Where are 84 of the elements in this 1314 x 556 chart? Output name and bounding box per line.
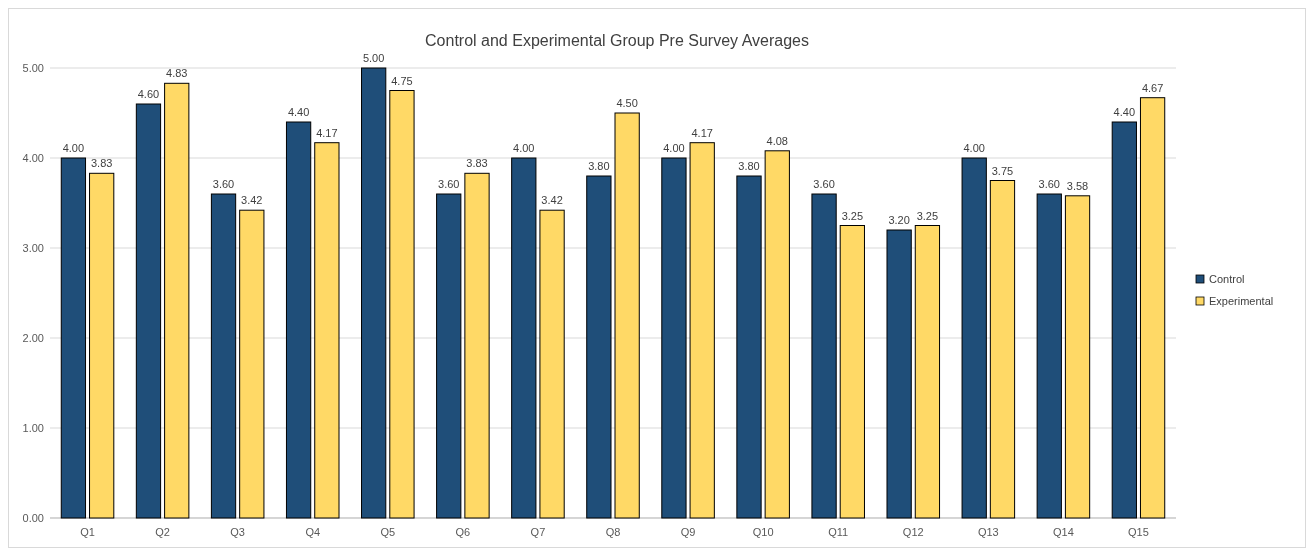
bar — [1139, 97, 1166, 519]
bar — [135, 103, 162, 519]
legend-label: Experimental — [1209, 295, 1274, 307]
bar — [914, 225, 941, 519]
bar — [586, 175, 612, 519]
bar — [1111, 121, 1137, 519]
x-tick-label: Q1 — [80, 526, 95, 538]
bar — [285, 121, 312, 519]
bar — [314, 142, 340, 519]
x-tick-label: Q9 — [680, 526, 696, 538]
y-tick-label: 3.00 — [22, 242, 44, 254]
data-label: 4.08 — [766, 134, 788, 147]
x-tick-label: Q2 — [155, 526, 170, 538]
bar — [614, 112, 640, 519]
bar — [886, 229, 912, 519]
x-tick-label: Q7 — [530, 526, 546, 538]
data-label: 4.17 — [691, 126, 713, 139]
legend-label: Control — [1209, 273, 1245, 285]
data-label: 3.80 — [588, 160, 610, 172]
y-tick-label: 5.00 — [22, 62, 44, 74]
data-label: 4.00 — [663, 142, 685, 154]
data-label: 4.40 — [287, 106, 310, 118]
x-tick-label: Q8 — [605, 526, 621, 538]
data-label: 3.25 — [916, 209, 939, 222]
x-tick-label: Q3 — [230, 526, 246, 538]
data-label: 3.60 — [212, 178, 235, 190]
bar — [764, 150, 790, 519]
y-tick-label: 1.00 — [22, 422, 44, 434]
data-label: 3.83 — [90, 157, 113, 170]
x-tick-label: Q10 — [752, 526, 774, 538]
x-tick-label: Q4 — [305, 526, 321, 538]
data-label: 3.80 — [738, 160, 760, 172]
data-label: 3.60 — [813, 178, 835, 190]
data-label: 3.25 — [841, 209, 864, 222]
data-label: 4.60 — [137, 88, 160, 100]
data-label: 3.75 — [991, 164, 1014, 177]
y-tick-label: 4.00 — [22, 152, 44, 164]
bar — [661, 157, 687, 519]
data-label: 4.75 — [391, 74, 413, 87]
y-tick-label: 2.00 — [22, 332, 44, 344]
bar — [1064, 195, 1091, 519]
data-label: 3.60 — [438, 178, 460, 190]
data-label: 3.83 — [466, 157, 488, 170]
bar — [361, 67, 387, 519]
data-label: 4.67 — [1141, 81, 1164, 94]
data-label: 4.17 — [316, 126, 338, 139]
x-tick-label: Q12 — [902, 526, 924, 538]
bar — [689, 142, 715, 519]
bar — [60, 157, 87, 519]
data-label: 4.40 — [1113, 106, 1136, 118]
x-tick-label: Q15 — [1128, 526, 1149, 538]
x-tick-label: Q5 — [380, 526, 396, 538]
chart-title: Control and Experimental Group Pre Survey Averages — [425, 32, 809, 49]
bar — [389, 90, 415, 519]
data-label: 4.00 — [963, 142, 985, 154]
bar — [511, 157, 537, 519]
y-tick-label: 0.00 — [22, 512, 44, 524]
bar — [239, 209, 265, 519]
bar — [736, 175, 762, 519]
x-tick-label: Q6 — [455, 526, 471, 538]
bar — [839, 225, 865, 519]
bar — [811, 193, 837, 519]
bar — [89, 172, 115, 519]
data-label: 3.60 — [1038, 178, 1060, 190]
data-label: 3.58 — [1066, 179, 1089, 192]
bar — [1036, 193, 1062, 519]
data-label: 3.42 — [241, 194, 263, 207]
bar — [464, 172, 490, 519]
data-label: 4.00 — [513, 142, 535, 154]
x-tick-label: Q11 — [828, 526, 849, 538]
bar — [539, 209, 565, 519]
x-tick-label: Q14 — [1053, 526, 1074, 538]
bar — [989, 180, 1016, 519]
data-label: 4.00 — [62, 142, 85, 154]
x-tick-label: Q13 — [977, 526, 999, 538]
data-label: 5.00 — [362, 52, 385, 64]
bar — [164, 82, 190, 519]
bar — [210, 193, 237, 519]
data-label: 4.50 — [616, 97, 638, 109]
data-label: 4.83 — [166, 67, 188, 80]
bar — [961, 157, 987, 519]
data-label: 3.20 — [888, 214, 910, 226]
data-label: 3.42 — [541, 194, 563, 207]
bar — [436, 193, 462, 519]
